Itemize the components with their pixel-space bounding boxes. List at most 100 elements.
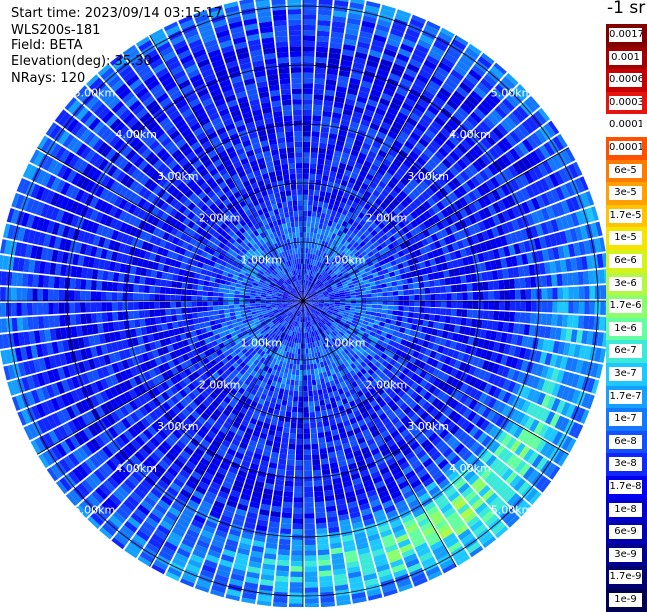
ray-gate	[314, 369, 318, 375]
ray-gate	[317, 539, 329, 545]
ray-gate	[381, 313, 387, 318]
ray-gate	[290, 428, 296, 434]
ray-gate	[316, 379, 321, 385]
ray-gate	[315, 411, 321, 417]
ray-gate	[393, 291, 399, 296]
ray-gate	[292, 524, 303, 530]
ray-gate	[310, 412, 316, 418]
ray-gate	[306, 354, 309, 360]
ray-gate	[483, 310, 489, 319]
ray-gate	[392, 286, 398, 291]
ray-gate	[572, 272, 578, 285]
ray-gate	[476, 273, 482, 282]
ray-gate	[313, 201, 318, 207]
ray-gate	[310, 422, 316, 428]
ray-gate	[425, 307, 431, 313]
ray-gate	[315, 217, 320, 223]
ray-gate	[477, 282, 483, 291]
ray-gate	[305, 253, 307, 258]
ray-gate	[563, 301, 569, 313]
ray-gate	[303, 110, 312, 116]
ray-gate	[317, 158, 324, 164]
ray-gate	[292, 407, 297, 413]
ray-gate	[600, 285, 606, 299]
ray-gate	[430, 308, 436, 314]
ray-gate	[314, 491, 323, 497]
ray-gate	[424, 281, 430, 287]
ray-gate	[467, 301, 472, 309]
ray-gate	[409, 295, 414, 300]
ray-gate	[387, 287, 393, 292]
ray-gate	[558, 287, 564, 299]
ray-gate	[303, 147, 310, 152]
ray-gate	[308, 380, 312, 386]
ray-gate	[304, 434, 310, 439]
ray-gate	[296, 364, 299, 370]
ray-gate	[531, 301, 537, 312]
ray-gate	[311, 369, 315, 375]
ray-gate	[303, 365, 306, 370]
ray-gate	[315, 512, 325, 518]
ray-gate	[436, 294, 441, 300]
ray-gate	[318, 201, 323, 207]
ray-gate	[371, 312, 377, 316]
ray-gate	[425, 301, 430, 307]
ray-gate	[220, 318, 226, 323]
ray-gate	[303, 41, 315, 47]
ray-gate	[494, 301, 500, 310]
ray-gate	[319, 400, 325, 406]
ray-gate	[312, 380, 316, 386]
ray-gate	[317, 422, 323, 428]
ray-gate	[372, 305, 378, 309]
ray-gate	[277, 555, 289, 561]
ray-gate	[525, 313, 531, 324]
ray-gate	[299, 375, 303, 380]
ray-gate	[305, 545, 317, 551]
ray-gate	[294, 497, 303, 503]
ray-gate	[323, 420, 330, 426]
ray-gate	[340, 297, 345, 299]
ray-gate	[304, 391, 308, 396]
ray-gate	[304, 428, 310, 433]
ray-gate	[303, 99, 312, 105]
ray-gate	[322, 175, 329, 181]
ray-gate	[366, 304, 372, 307]
ray-gate	[510, 290, 516, 300]
ray-gate	[304, 455, 311, 461]
ray-gate	[293, 518, 303, 524]
ray-gate	[567, 315, 573, 328]
ray-gate	[284, 486, 293, 492]
ray-gate	[303, 73, 314, 79]
ray-gate	[295, 465, 303, 470]
ray-gate	[467, 283, 473, 291]
ray-gate	[312, 459, 320, 465]
ray-gate	[298, 343, 300, 348]
ray-gate	[412, 318, 418, 324]
ray-gate	[303, 232, 306, 237]
ray-gate	[313, 110, 322, 116]
ray-gate	[303, 349, 305, 354]
ray-gate	[303, 200, 308, 205]
ray-gate	[283, 427, 290, 433]
ray-gate	[563, 287, 569, 299]
ray-gate	[317, 36, 329, 42]
ray-gate	[307, 375, 311, 381]
ray-gate	[316, 46, 328, 52]
ray-gate	[515, 290, 521, 300]
ray-gate	[345, 305, 351, 308]
ray-gate	[275, 479, 284, 485]
ray-gate	[303, 115, 312, 121]
ray-gate	[278, 393, 284, 399]
ray-gate	[275, 431, 282, 437]
ray-gate	[282, 512, 292, 518]
ray-gate	[365, 287, 371, 291]
ray-gate	[304, 444, 311, 450]
ray-gate	[312, 211, 317, 217]
ray-gate	[318, 153, 325, 159]
ray-gate	[335, 299, 340, 301]
ray-gate	[371, 289, 377, 293]
ray-gate	[478, 301, 483, 309]
ray-gate	[413, 283, 419, 289]
ray-gate	[311, 147, 318, 153]
ray-gate	[296, 439, 303, 444]
